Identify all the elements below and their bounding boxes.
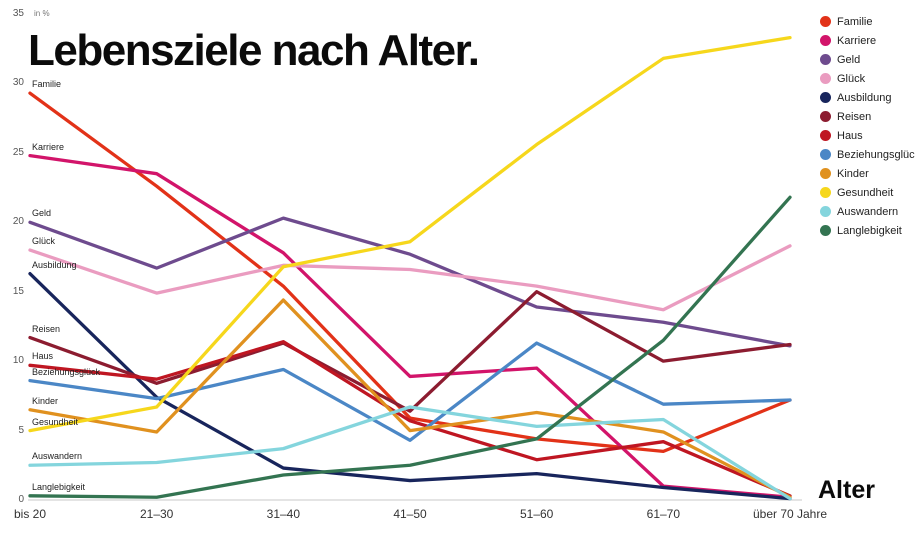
legend-item-langlebigkeit: Langlebigkeit — [820, 221, 915, 240]
series-label-karriere: Karriere — [32, 141, 65, 152]
legend-label-karriere: Karriere — [837, 34, 877, 47]
legend-label-geld: Geld — [837, 53, 861, 66]
legend-item-haus: Haus — [820, 126, 915, 145]
x-tick-31-40: 31–40 — [266, 507, 301, 521]
x-tick-51-60: 51–60 — [519, 507, 554, 521]
legend-label-familie: Familie — [837, 15, 873, 28]
y-tick-35: 35 — [12, 8, 24, 19]
series-label-kinder: Kinder — [32, 395, 59, 406]
y-tick-15: 15 — [12, 285, 24, 297]
series-line-reisen — [28, 290, 792, 413]
series-label-langlebigkeit: Langlebigkeit — [32, 481, 86, 492]
series-label-haus: Haus — [32, 351, 54, 362]
series-line-beziehungsgl-ck — [28, 341, 792, 442]
legend-item-gl-ck: Glück — [820, 69, 915, 88]
legend: Familie Karriere Geld Glück Ausbildung Reisen… — [820, 12, 915, 240]
y-tick-25: 25 — [12, 146, 24, 158]
legend-dot-karriere — [820, 35, 831, 46]
series-line-kinder — [28, 298, 792, 499]
series-label-gl-ck: Glück — [32, 236, 56, 247]
x-tick-41-50: 41–50 — [393, 507, 427, 521]
legend-item-geld: Geld — [820, 50, 915, 69]
series-label-ausbildung: Ausbildung — [32, 259, 77, 270]
legend-dot-kinder — [820, 168, 831, 179]
y-tick-5: 5 — [18, 424, 24, 436]
legend-dot-ausbildung — [820, 92, 831, 103]
series-line-auswandern — [28, 405, 792, 501]
legend-dot-reisen — [820, 111, 831, 122]
legend-dot-langlebigkeit — [820, 225, 831, 236]
x-axis-title: Alter — [818, 476, 875, 504]
legend-dot-gl-ck — [820, 73, 831, 84]
y-tick-30: 30 — [12, 77, 24, 89]
series-line-haus — [28, 340, 792, 498]
x-tick-bis-20: bis 20 — [13, 507, 47, 521]
legend-item-reisen: Reisen — [820, 107, 915, 126]
series-label-auswandern: Auswandern — [32, 451, 83, 462]
legend-dot-beziehungsgl-ck — [820, 149, 831, 160]
x-tick-21-30: 21–30 — [139, 507, 174, 521]
legend-dot-haus — [820, 130, 831, 141]
y-axis-unit-label: in % — [34, 9, 50, 18]
legend-item-kinder: Kinder — [820, 164, 915, 183]
legend-label-reisen: Reisen — [837, 110, 872, 123]
legend-label-haus: Haus — [837, 129, 863, 142]
legend-item-familie: Familie — [820, 12, 915, 31]
y-tick-20: 20 — [12, 216, 24, 228]
legend-label-beziehungsgl-ck: Beziehungsglück — [837, 148, 915, 161]
legend-item-gesundheit: Gesundheit — [820, 183, 915, 202]
legend-item-karriere: Karriere — [820, 31, 915, 50]
series-label-gesundheit: Gesundheit — [32, 416, 79, 427]
x-tick--ber-70-jahre: über 70 Jahre — [752, 507, 828, 521]
y-tick-0: 0 — [18, 494, 24, 505]
series-label-reisen: Reisen — [32, 323, 61, 334]
legend-label-langlebigkeit: Langlebigkeit — [837, 224, 902, 237]
series-line-familie — [28, 91, 792, 454]
series-label-geld: Geld — [32, 208, 52, 219]
legend-dot-auswandern — [820, 206, 831, 217]
legend-dot-gesundheit — [820, 187, 831, 198]
series-label-familie: Familie — [32, 79, 62, 90]
legend-item-auswandern: Auswandern — [820, 202, 915, 221]
series-line-geld — [28, 216, 792, 348]
series-line-langlebigkeit — [28, 195, 792, 499]
series-line-gesundheit — [28, 35, 792, 433]
legend-dot-familie — [820, 16, 831, 27]
x-tick-61-70: 61–70 — [646, 507, 681, 521]
legend-label-ausbildung: Ausbildung — [837, 91, 892, 104]
series-line-gl-ck — [28, 244, 792, 312]
page-title: Lebensziele nach Alter. — [28, 26, 480, 75]
legend-label-kinder: Kinder — [837, 167, 869, 180]
series-label-beziehungsgl-ck: Beziehungsglück — [32, 366, 101, 377]
legend-dot-geld — [820, 54, 831, 65]
legend-label-gesundheit: Gesundheit — [837, 186, 894, 199]
legend-label-auswandern: Auswandern — [837, 205, 899, 218]
y-tick-10: 10 — [12, 355, 24, 367]
legend-item-ausbildung: Ausbildung — [820, 88, 915, 107]
legend-item-beziehungsgl-ck: Beziehungsglück — [820, 145, 915, 164]
legend-label-gl-ck: Glück — [837, 72, 866, 85]
